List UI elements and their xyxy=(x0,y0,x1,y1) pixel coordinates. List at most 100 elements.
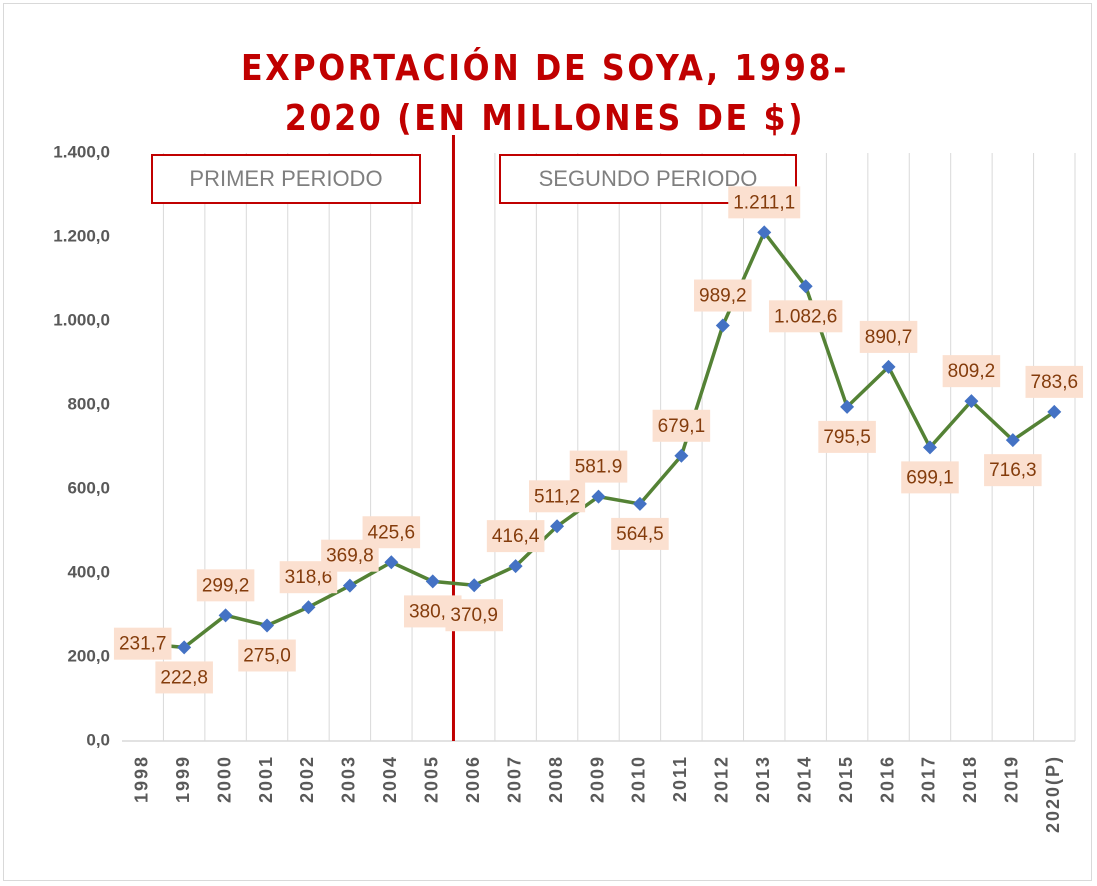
x-tick-label: 2011 xyxy=(670,755,690,802)
data-point xyxy=(922,440,937,455)
data-line xyxy=(142,228,1056,650)
data-label-group: 231,7 xyxy=(113,627,172,660)
data-point xyxy=(881,359,896,374)
data-label-box xyxy=(155,661,213,694)
data-label-group: 581.9 xyxy=(569,450,628,483)
data-label-group: 275,0 xyxy=(238,639,296,672)
x-tick-label: 2016 xyxy=(877,755,897,803)
data-label-box xyxy=(694,279,752,312)
data-label-group: 222,8 xyxy=(155,661,213,694)
data-label-box xyxy=(942,355,1001,388)
data-point xyxy=(342,578,357,593)
data-point xyxy=(467,578,482,593)
data-label-box xyxy=(728,186,801,219)
y-tick-label: 1.000,0 xyxy=(53,310,110,329)
data-label: 370,9 xyxy=(450,605,498,626)
data-label-group: 783,6 xyxy=(1025,365,1084,398)
annotation: PRIMER PERIODO xyxy=(189,166,382,191)
data-label-group: 299,2 xyxy=(196,569,255,602)
y-tick-label: 0,0 xyxy=(86,730,110,749)
data-label-group: 890,7 xyxy=(859,320,918,353)
y-tick-label: 400,0 xyxy=(67,562,110,581)
data-point xyxy=(674,448,689,463)
data-label: 231,7 xyxy=(119,634,167,655)
data-label-box xyxy=(569,450,628,483)
data-point xyxy=(218,608,233,623)
annotation-box xyxy=(151,154,421,204)
data-label-group: 716,3 xyxy=(984,454,1042,487)
data-point xyxy=(757,225,772,240)
data-label-box xyxy=(611,517,669,550)
x-tick-label: 2010 xyxy=(629,755,649,803)
data-label-box xyxy=(768,300,843,333)
data-label-group: 1.211,1 xyxy=(728,186,801,219)
x-tick-label: 2004 xyxy=(380,755,400,803)
data-label-box xyxy=(486,520,545,553)
data-label: 989,2 xyxy=(699,286,747,307)
y-tick-label: 800,0 xyxy=(67,394,110,413)
data-label-group: 564,5 xyxy=(611,517,669,550)
data-label-box xyxy=(445,599,503,632)
data-label: 699,1 xyxy=(906,467,954,488)
chart-title: EXPORTACIÓN DE SOYA, 1998-2020 (EN MILLO… xyxy=(241,48,849,139)
data-label-group: 795,5 xyxy=(818,420,876,453)
data-label-group: 511,2 xyxy=(528,480,586,513)
data-label-group: 370,9 xyxy=(445,599,503,632)
data-point xyxy=(301,600,316,615)
data-label-box xyxy=(901,461,959,494)
y-tick-label: 200,0 xyxy=(67,646,110,665)
data-label-box xyxy=(859,320,918,353)
data-label: 1.211,1 xyxy=(733,192,795,213)
data-label: 416,4 xyxy=(492,526,540,547)
data-point xyxy=(177,640,192,655)
y-tick-label: 1.200,0 xyxy=(53,226,110,245)
data-label-box xyxy=(528,480,586,513)
data-point xyxy=(508,559,523,574)
x-tick-label: 2006 xyxy=(463,755,483,803)
x-tick-label: 2009 xyxy=(587,755,607,803)
x-tick-label: 2018 xyxy=(960,755,980,803)
data-label: 679,1 xyxy=(658,416,706,437)
x-tick-label: 2017 xyxy=(919,755,939,803)
x-tick-label: 2003 xyxy=(339,755,359,803)
data-point xyxy=(1005,433,1020,448)
data-label-box xyxy=(818,420,876,453)
data-label: 299,2 xyxy=(202,575,250,596)
data-label-group: 1.082,6 xyxy=(768,300,843,333)
data-label-group: 416,4 xyxy=(486,520,545,553)
data-label: 890,7 xyxy=(865,327,913,348)
data-label: 222,8 xyxy=(160,667,208,688)
annotation: SEGUNDO PERIODO xyxy=(539,166,758,191)
data-label-box xyxy=(984,454,1042,487)
data-label-box xyxy=(196,569,255,602)
data-label-group: 989,2 xyxy=(694,279,752,312)
x-tick-label: 2012 xyxy=(712,755,732,803)
data-label-group: 679,1 xyxy=(652,409,711,442)
data-label-group: 425,6 xyxy=(362,516,421,549)
x-tick-label: 2005 xyxy=(422,755,442,803)
data-point xyxy=(425,574,440,589)
data-point xyxy=(632,496,647,511)
x-tick-label: 2013 xyxy=(753,755,773,803)
x-tick-label: 2015 xyxy=(836,755,856,803)
data-label-box xyxy=(113,627,172,660)
x-tick-label: 2001 xyxy=(256,755,276,803)
data-label: 809,2 xyxy=(948,361,996,382)
data-label: 581.9 xyxy=(575,457,623,478)
data-label: 369,8 xyxy=(326,546,374,567)
data-point xyxy=(964,394,979,409)
data-label-group: 809,2 xyxy=(942,355,1001,388)
x-tick-label: 1998 xyxy=(131,755,151,803)
data-point xyxy=(550,519,565,534)
data-label: 795,5 xyxy=(823,427,871,448)
data-label-group: 699,1 xyxy=(901,461,959,494)
data-label: 318,6 xyxy=(285,567,333,588)
x-tick-label: 2020(P) xyxy=(1043,755,1063,833)
data-label: 425,6 xyxy=(368,522,416,543)
x-tick-label: 2019 xyxy=(1002,755,1022,803)
data-label: 1.082,6 xyxy=(774,306,837,327)
data-label: 783,6 xyxy=(1031,372,1079,393)
x-tick-label: 2014 xyxy=(794,755,814,803)
